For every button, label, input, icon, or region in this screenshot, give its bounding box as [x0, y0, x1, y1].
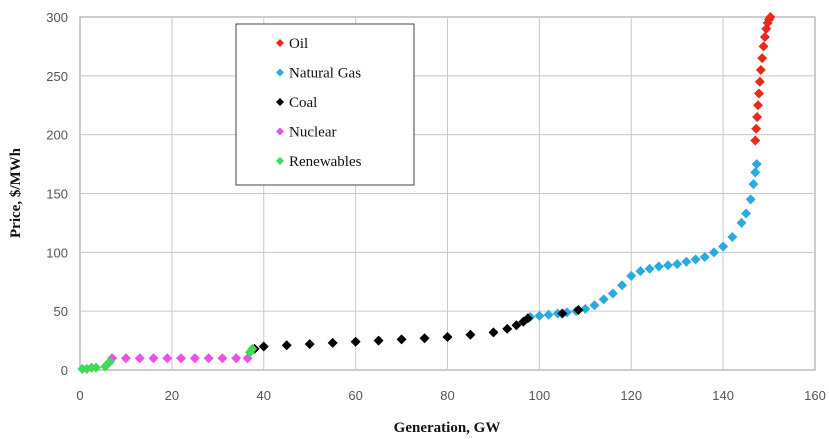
data-point-natural-gas [598, 294, 609, 305]
data-point-coal [258, 341, 269, 352]
data-point-coal [281, 340, 292, 351]
legend-label: Nuclear [289, 125, 336, 141]
x-tick-label: 60 [348, 388, 362, 403]
data-point-oil [758, 41, 769, 52]
data-point-natural-gas [699, 252, 710, 263]
x-tick-label: 120 [620, 388, 642, 403]
data-point-natural-gas [672, 259, 683, 270]
legend: Oil Natural Gas Coal Nuclear Renewables [235, 23, 415, 186]
legend-marker-natural-gas [276, 68, 284, 77]
x-tick-label: 100 [529, 388, 551, 403]
data-point-coal [350, 336, 361, 347]
data-point-natural-gas [750, 167, 761, 178]
data-point-coal [522, 313, 533, 324]
data-point-natural-gas [580, 303, 591, 314]
data-point-renewables [91, 362, 102, 373]
data-point-natural-gas [626, 270, 637, 281]
data-point-natural-gas [607, 288, 618, 299]
data-point-natural-gas [589, 300, 600, 311]
data-point-natural-gas [690, 254, 701, 265]
data-point-coal [304, 339, 315, 350]
data-point-coal [502, 323, 513, 334]
data-point-coal [373, 335, 384, 346]
data-point-nuclear [231, 353, 242, 364]
data-point-natural-gas [663, 260, 673, 271]
data-point-nuclear [203, 353, 214, 364]
y-tick-label: 150 [46, 187, 68, 202]
data-point-natural-gas [745, 194, 756, 205]
data-point-oil [759, 32, 770, 43]
data-point-natural-gas [748, 179, 759, 190]
data-point-coal [419, 333, 430, 344]
data-point-natural-gas [653, 261, 664, 272]
data-point-natural-gas [644, 263, 655, 274]
tick-label-layer: 0 20 40 60 80 100 120 140 160 0 50 100 150 200 250 300 [46, 10, 826, 403]
y-axis-title: Price, $/MWh [8, 147, 24, 238]
x-axis-title: Generation, GW [394, 420, 501, 436]
legend-box [235, 23, 415, 186]
y-tick-label: 250 [46, 69, 68, 84]
legend-marker-coal [276, 98, 284, 106]
data-point-oil [755, 64, 766, 75]
data-point-natural-gas [534, 310, 545, 321]
data-point-coal [557, 308, 568, 319]
legend-marker-oil [276, 39, 284, 47]
data-point-oil [751, 123, 762, 134]
x-tick-label: 40 [257, 388, 271, 403]
data-point-natural-gas [718, 241, 729, 252]
legend-marker-nuclear [276, 127, 284, 136]
y-tick-label: 0 [61, 363, 68, 378]
data-point-natural-gas [741, 208, 752, 219]
x-tick-label: 160 [804, 388, 826, 403]
y-tick-label: 300 [46, 10, 68, 25]
legend-items: Oil Natural Gas Coal Nuclear Renewables [276, 36, 362, 170]
legend-marker-renewables [276, 157, 284, 165]
data-point-natural-gas [727, 232, 738, 243]
x-tick-label: 20 [165, 388, 179, 403]
data-point-oil [757, 53, 768, 64]
legend-label: Natural Gas [289, 66, 361, 82]
y-tick-label: 50 [54, 304, 68, 319]
data-point-oil [753, 100, 764, 111]
data-point-nuclear [176, 353, 187, 364]
data-point-natural-gas [617, 280, 628, 291]
data-point-natural-gas [543, 309, 554, 320]
data-point-coal [327, 337, 338, 348]
x-tick-label: 140 [712, 388, 734, 403]
data-point-nuclear [148, 353, 159, 364]
data-point-natural-gas [751, 159, 762, 170]
data-point-coal [442, 332, 453, 343]
x-tick-label: 80 [440, 388, 454, 403]
data-point-oil [753, 88, 764, 99]
data-point-nuclear [134, 353, 145, 364]
data-point-natural-gas [708, 247, 719, 258]
data-point-renewables [247, 343, 258, 354]
legend-label: Coal [289, 95, 317, 111]
data-point-nuclear [189, 353, 200, 364]
data-point-oil [754, 76, 765, 87]
data-point-nuclear [162, 353, 173, 364]
data-point-natural-gas [736, 217, 747, 228]
data-point-natural-gas [681, 256, 692, 267]
data-point-natural-gas [635, 266, 646, 277]
legend-label: Renewables [289, 154, 362, 170]
data-point-coal [396, 334, 407, 345]
data-point-coal [488, 327, 499, 338]
y-tick-label: 200 [46, 128, 68, 143]
y-tick-label: 100 [46, 245, 68, 260]
data-points-layer [77, 12, 776, 374]
data-point-oil [765, 12, 776, 22]
grid-layer [80, 17, 815, 370]
data-point-renewables [104, 356, 115, 367]
data-point-oil [752, 112, 763, 123]
data-point-nuclear [120, 353, 131, 364]
data-point-coal [465, 329, 476, 340]
legend-label: Oil [289, 36, 308, 52]
data-point-coal [573, 304, 584, 315]
x-tick-label: 0 [76, 388, 83, 403]
data-point-coal [511, 320, 522, 331]
data-point-oil [750, 135, 761, 146]
data-point-nuclear [217, 353, 228, 364]
